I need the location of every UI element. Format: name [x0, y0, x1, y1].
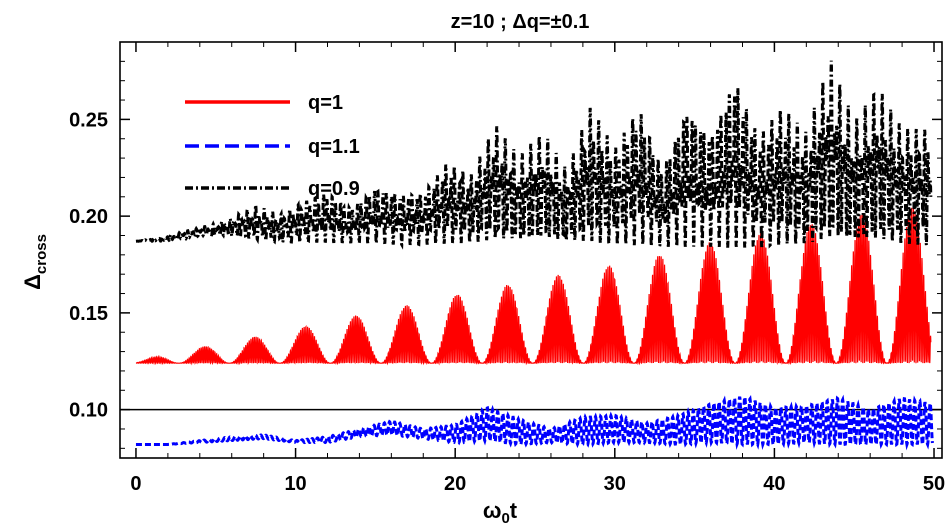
y-axis-label-main: Δ	[20, 274, 45, 290]
y-tick-label: 0.15	[69, 303, 108, 325]
x-tick-label: 30	[604, 473, 626, 495]
y-tick-label: 0.25	[69, 109, 108, 131]
series-q1-line	[135, 207, 932, 366]
legend-label-2: q=0.9	[308, 178, 360, 200]
legend: q=1 q=1.1 q=0.9	[185, 92, 360, 200]
legend-label-0: q=1	[308, 92, 343, 114]
series-q11-line	[135, 391, 934, 451]
x-axis-label-subscript: 0	[501, 510, 509, 523]
chart-title: z=10 ; Δq=±0.1	[451, 11, 590, 33]
plot-area: 0 10 20 30 40 50 0.10 0.15 0.20 0.25	[69, 41, 945, 495]
plot-frame	[119, 41, 943, 459]
x-tick-label: 40	[763, 473, 785, 495]
x-tick-label: 10	[284, 473, 306, 495]
legend-label-1: q=1.1	[308, 136, 360, 158]
x-axis-label-main: ω	[483, 498, 502, 523]
x-axis-label-tail: t	[510, 498, 518, 523]
y-axis-label: Δcross	[20, 234, 50, 290]
series-group	[135, 60, 934, 451]
y-tick-label: 0.20	[69, 206, 108, 228]
x-tick-label: 20	[444, 473, 466, 495]
y-tick-label: 0.10	[69, 400, 108, 422]
x-axis-label: ω0t	[483, 498, 518, 523]
series-q09-line	[135, 60, 933, 250]
x-tick-label: 0	[130, 473, 141, 495]
x-tick-label: 50	[923, 473, 945, 495]
y-axis-label-subscript: cross	[33, 234, 50, 274]
